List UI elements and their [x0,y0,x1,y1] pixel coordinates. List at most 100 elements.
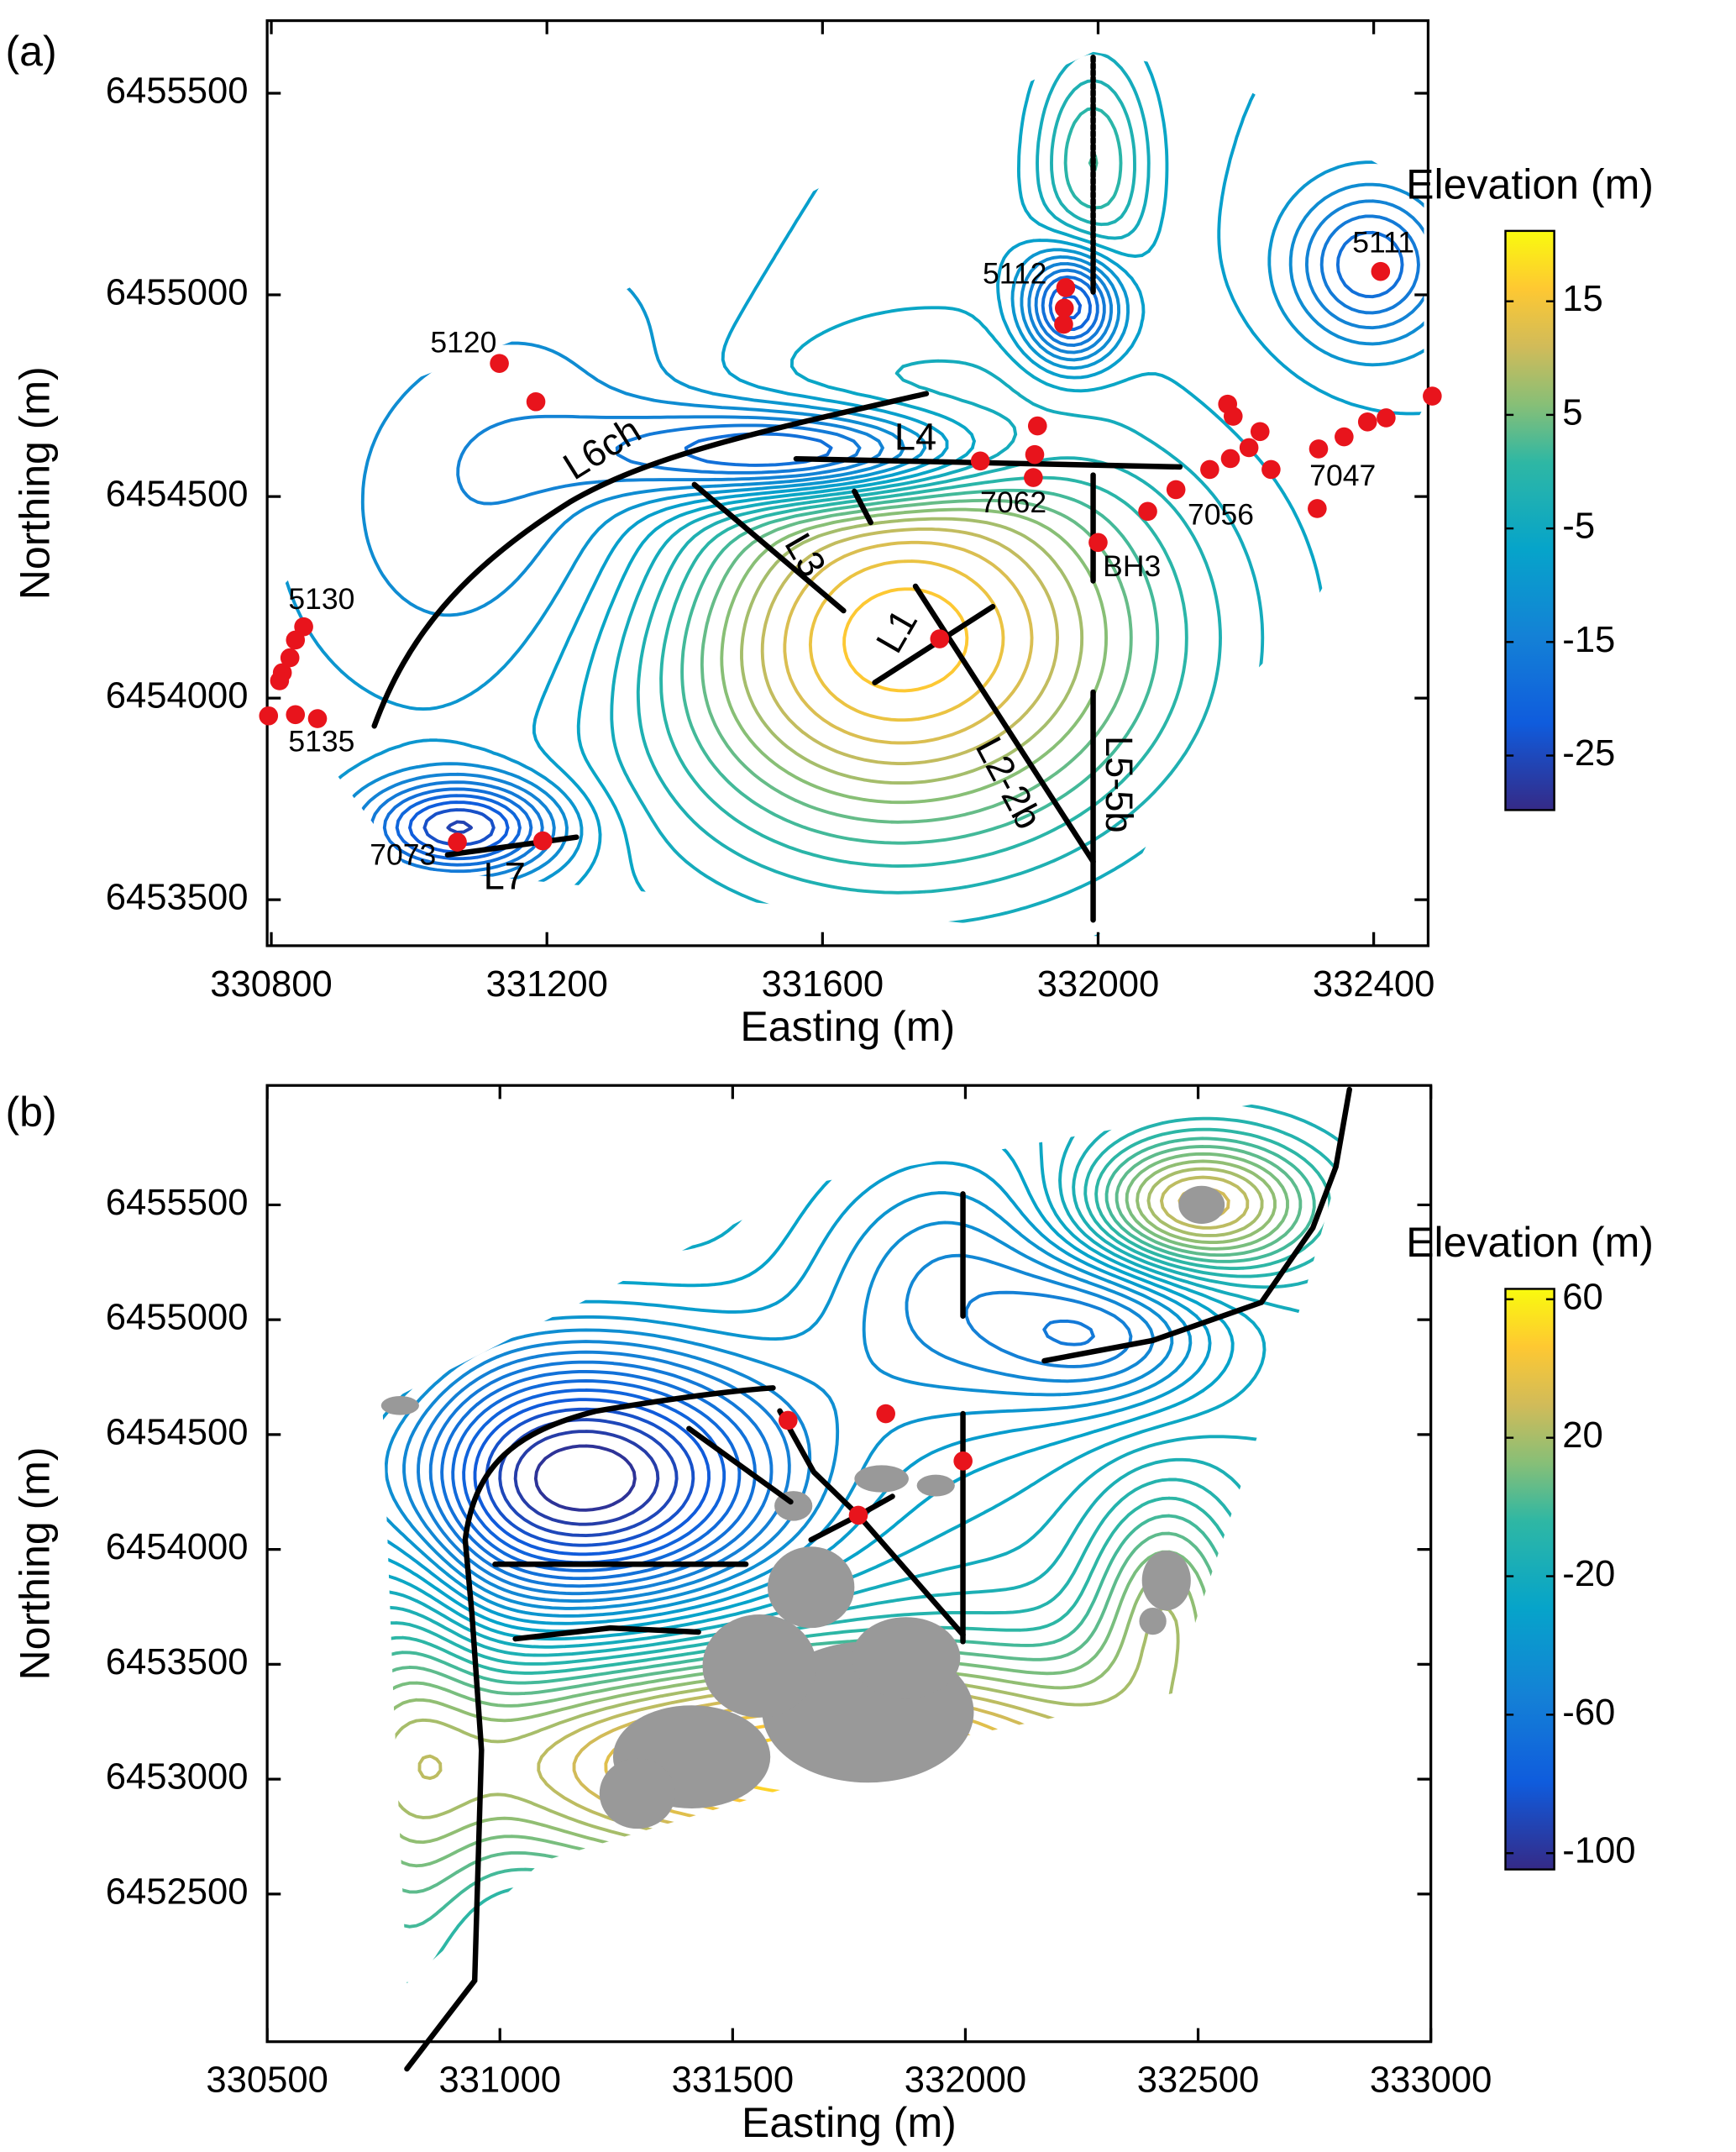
borehole [526,391,546,412]
contour-line [760,528,1060,765]
x-axis-label: Easting (m) [742,2099,957,2146]
line-label: L5-5b [1098,736,1141,833]
x-tick-label: 332000 [1037,964,1159,1005]
colorbar-tick-label: 5 [1562,392,1582,433]
borehole [1166,480,1186,500]
line-label: L4 [894,415,936,458]
borehole [1335,427,1354,447]
contour-line [485,1407,695,1547]
survey-line [444,834,580,858]
x-tick-label: 332000 [905,2060,1026,2101]
colorbar-label: Elevation (m) [1406,160,1654,207]
borehole [1024,468,1043,487]
borehole [1309,439,1329,459]
borehole [448,832,467,852]
colorbar-tick-label: 20 [1562,1415,1602,1456]
blob [1178,1185,1225,1224]
borehole [286,630,306,650]
borehole [876,1404,895,1424]
borehole [1056,278,1076,297]
borehole [270,671,290,690]
borehole [970,451,990,471]
contour-line [466,51,1424,937]
x-tick-label: 330800 [210,964,332,1005]
contour-line [382,230,1404,867]
borehole-label: 7073 [370,838,436,872]
colorbar-tick-label: -25 [1562,733,1615,774]
line-label: L1 [868,602,926,660]
blob [702,1614,817,1718]
borehole-label: 7047 [1309,459,1376,492]
y-tick-label: 6452500 [106,1871,249,1912]
contour-line [808,559,1005,722]
borehole [1371,261,1391,281]
x-tick-label: 332400 [1313,964,1434,1005]
line-label: L6ch [556,408,648,488]
contour-line [740,517,1084,785]
colorbar [1504,1288,1555,1871]
plot-frame [265,1084,1433,2044]
borehole [1200,459,1219,480]
contour-line [513,1430,660,1526]
contour-line [446,820,473,834]
borehole-label: 7056 [1188,497,1254,531]
colorbar [1504,229,1555,811]
borehole [1308,499,1327,518]
borehole [1054,314,1073,334]
colorbar-tick-label: 60 [1562,1277,1602,1317]
x-axis-label: Easting (m) [740,1003,955,1050]
borehole [1054,298,1074,318]
blob [1141,1551,1191,1611]
y-tick-label: 6453500 [106,1642,249,1682]
contour-line [417,1290,1133,1596]
borehole [930,629,950,648]
survey-line [686,1425,794,1505]
survey-line [691,481,847,614]
contour-line [576,51,1327,937]
survey-line [512,1624,701,1642]
borehole [280,648,300,668]
borehole-label: 7062 [980,486,1046,519]
colorbar-tick-label: -60 [1562,1693,1615,1733]
y-axis-label: Northing (m) [11,366,58,600]
blob [852,1617,961,1699]
borehole [532,831,553,851]
contour-line [382,1088,1343,1649]
y-tick-label: 6454000 [106,1527,249,1567]
y-tick-label: 6453000 [106,1757,249,1798]
line-label: L7 [484,855,526,898]
borehole [490,354,509,373]
survey-line [371,391,930,729]
panel-label: (b) [5,1089,56,1136]
borehole [1088,533,1108,553]
y-tick-label: 6454000 [106,676,249,716]
y-tick-label: 6455000 [106,1298,249,1338]
survey-line [852,488,873,526]
blob [854,1465,909,1493]
contour-group [274,51,1424,937]
borehole-label: 5120 [430,325,496,359]
borehole [1250,422,1270,442]
borehole-label: 5130 [288,582,354,616]
borehole [1138,501,1157,522]
line-label: L2-2b [968,730,1051,836]
y-tick-label: 6455000 [106,273,249,313]
borehole [1377,408,1396,428]
colorbar-tick-label: 15 [1562,279,1602,319]
y-axis-label: Northing (m) [11,1446,58,1680]
colorbar-tick-label: -15 [1562,620,1615,660]
blob [1139,1607,1167,1635]
borehole [1423,386,1442,406]
x-tick-label: 331200 [485,964,607,1005]
y-tick-label: 6454500 [106,475,249,515]
x-tick-label: 333000 [1370,2060,1492,2101]
survey-line [777,1408,966,1638]
blob [380,1396,419,1415]
x-tick-label: 331000 [438,2060,560,2101]
y-tick-label: 6453500 [106,878,249,918]
borehole [1223,407,1243,426]
no-data-areas [380,1185,1225,1829]
blob [599,1758,676,1829]
borehole-label: BH3 [1103,549,1161,583]
borehole [1025,444,1045,465]
